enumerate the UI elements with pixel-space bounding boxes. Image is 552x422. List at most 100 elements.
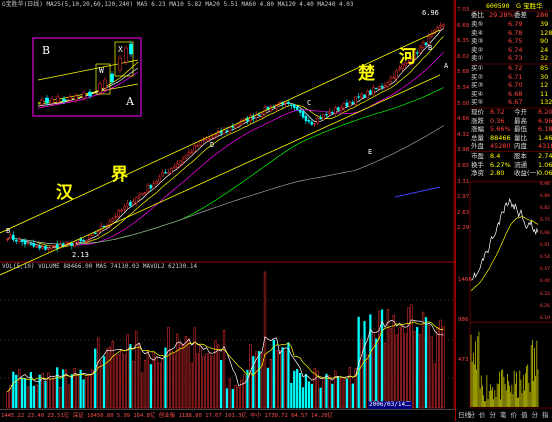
volume-bar [269, 359, 272, 409]
volume-bar [53, 376, 56, 409]
volume-bar [266, 367, 270, 409]
volume-bar [284, 350, 287, 409]
char-chu: 楚 [358, 64, 375, 84]
volume-bar [337, 376, 340, 409]
volume-bar [190, 362, 193, 409]
bottom-tab[interactable]: 分 [531, 411, 539, 419]
intraday-axis-tick: 6.82 [540, 206, 551, 212]
volume-bar [35, 384, 38, 409]
volume-bar [167, 327, 170, 409]
candle-body [114, 216, 118, 218]
intraday-avg-line [470, 216, 539, 291]
candle-body [442, 24, 445, 27]
volume-bar [407, 307, 410, 409]
volume-bar [240, 379, 243, 409]
candle-body [401, 64, 404, 69]
buy-row-volume: 11 [540, 89, 549, 98]
bottom-tab[interactable]: 笔 [500, 411, 507, 419]
candle-body [196, 145, 199, 147]
inset-label-b: B [42, 44, 51, 57]
volume-bar [41, 373, 44, 409]
volume-bar [32, 385, 35, 409]
inset-label-x: X [118, 45, 123, 54]
volume-bar [287, 342, 290, 409]
price-axis-tick: 4.66 [457, 116, 470, 123]
volume-bar [222, 330, 226, 409]
candle-body [333, 107, 337, 114]
volume-bar [281, 347, 284, 409]
volume-indicator-header: VOL(5,10) VOLUME 88466.00 MA5 74110.03 M… [2, 263, 198, 270]
candle-body [111, 218, 115, 222]
volume-bar [50, 378, 53, 409]
candle-body [143, 192, 147, 194]
volume-bar [184, 336, 188, 409]
volume-bar [117, 354, 120, 409]
volume-bar [246, 369, 249, 409]
bottom-tab[interactable]: 价 [479, 411, 486, 419]
candlestick-chart[interactable] [0, 0, 455, 409]
intraday-price-line [470, 197, 539, 281]
volume-bar [316, 370, 319, 409]
volume-bar [322, 378, 325, 409]
candle-body [173, 166, 176, 169]
candle-body [237, 123, 240, 127]
volume-bar [56, 367, 59, 409]
price-axis-tick: 2.63 [457, 209, 470, 216]
intraday-axis-tick: 6.40 [540, 279, 551, 285]
candle-body [102, 226, 106, 228]
bottom-tab[interactable]: 分 [468, 411, 476, 419]
bottom-tab[interactable]: 值 [521, 411, 528, 419]
candle-body [117, 210, 120, 217]
candle-body [14, 239, 18, 242]
annotation-d: D [210, 141, 215, 149]
bottom-tab[interactable]: 指 [542, 411, 549, 419]
candle-body [38, 246, 41, 249]
bottom-tab[interactable]: 分 [489, 411, 497, 419]
volume-bar [413, 331, 416, 409]
volume-bar [334, 370, 337, 409]
stat-label: 涨幅 [471, 125, 484, 134]
volume-bar [325, 373, 328, 409]
volume-bar [392, 314, 395, 409]
volume-bar [366, 354, 369, 409]
inset-candle-body [129, 43, 133, 55]
stat-value: 45280 [490, 142, 511, 151]
sell-row-label: 卖④ [471, 28, 484, 37]
volume-bar [44, 380, 47, 409]
quote-panel-graphics [469, 10, 552, 409]
volume-bar [12, 371, 15, 409]
volume-bar [29, 372, 33, 409]
volume-bar [155, 356, 158, 409]
volume-bar [126, 334, 129, 409]
buy-row-price: 6.68 [508, 89, 523, 98]
candle-body [410, 59, 413, 65]
candle-body [9, 234, 12, 239]
market-status-text: 1445.22 23.40 23.51亿 深证 10456.80 5.99 16… [1, 413, 334, 419]
candle-body [424, 42, 428, 45]
candle-body [167, 172, 170, 174]
intraday-axis-tick: 6.19 [540, 316, 551, 322]
candle-body [398, 67, 401, 70]
candle-body [64, 241, 68, 245]
inset-candle-body [50, 98, 54, 104]
volume-bar [421, 311, 425, 409]
bottom-tab[interactable]: 日线 [458, 411, 471, 419]
candle-body [164, 172, 167, 174]
volume-bar [395, 334, 398, 409]
bottom-tabs[interactable]: 日线分价分笔价值分指 [456, 409, 552, 421]
candle-body [383, 85, 387, 88]
candle-body [377, 86, 381, 89]
volume-bar [331, 383, 334, 409]
stat-label: 今开 [514, 108, 527, 116]
kline-main-area[interactable]: G宝胜华(日线) MA25(5,10,20,60,120,240) MA5 6.… [0, 0, 455, 421]
volume-bar [398, 327, 401, 409]
volume-bar [67, 384, 71, 409]
candle-body [301, 111, 305, 118]
bottom-tab[interactable]: 价 [510, 411, 518, 419]
volume-bar [187, 338, 191, 409]
candle-body [146, 185, 150, 192]
volume-bar [20, 377, 24, 409]
stat-label: 最低 [514, 125, 527, 134]
stat-value: 1.46 [538, 133, 552, 142]
channel-lower-line [0, 74, 441, 276]
